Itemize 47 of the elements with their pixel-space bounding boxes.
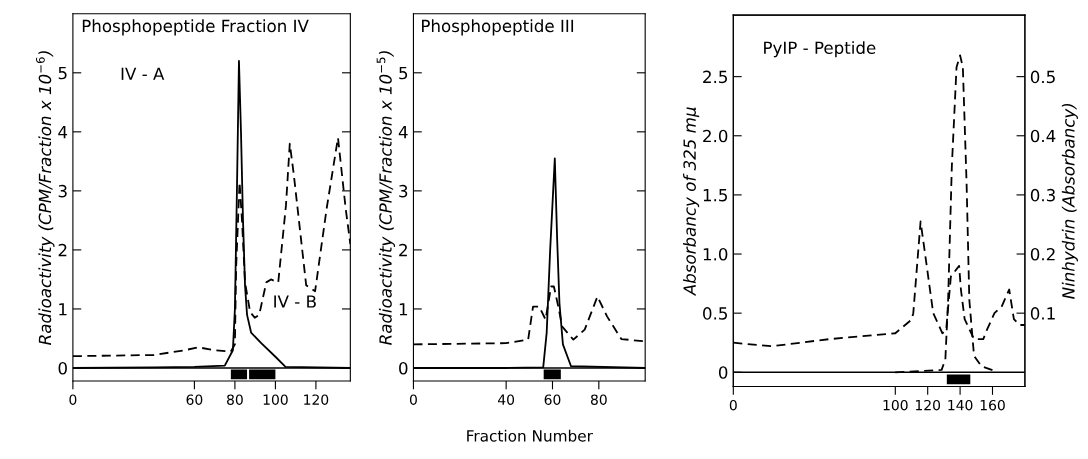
y-tick-label: 0.5 bbox=[703, 307, 727, 320]
x-tick-label: 80 bbox=[227, 394, 243, 405]
x-tick-label: 140 bbox=[948, 399, 973, 411]
x-tick-label: 100 bbox=[263, 394, 288, 405]
y-tick-label: 4 bbox=[58, 126, 68, 139]
text: PyIP - Peptide bbox=[764, 41, 876, 58]
y2-tick-label: 0.5 bbox=[1030, 70, 1055, 84]
x-tick-label: 120 bbox=[915, 399, 941, 411]
y-tick-label: 5 bbox=[399, 66, 408, 80]
y-tick-label: 1.0 bbox=[703, 247, 728, 261]
y2-tick-label: 0.1 bbox=[1030, 307, 1055, 320]
y-tick-label: 0 bbox=[58, 361, 67, 375]
chart-title: Phosphopeptide III bbox=[422, 19, 574, 36]
y-axis-title: Radioactivity (CPM/Fraction x 10$^{−6}$) bbox=[35, 51, 55, 345]
x-tick-label: 60 bbox=[544, 394, 561, 405]
annotation: IV - A bbox=[121, 67, 165, 80]
x-tick-label: 100 bbox=[883, 399, 908, 411]
y-tick-label: 0 bbox=[399, 361, 408, 375]
y-tick-label: 0 bbox=[718, 366, 728, 379]
x-tick-label: 160 bbox=[980, 399, 1005, 411]
x-tick-label: 40 bbox=[497, 394, 515, 405]
x-tick-label: 80 bbox=[590, 394, 607, 405]
y-tick-label: 2.0 bbox=[703, 129, 728, 143]
y2-tick-label: 0.2 bbox=[1030, 247, 1055, 261]
y-axis-title: Radioactivity (CPM/Fraction x 10$^{−5}$) bbox=[376, 51, 396, 345]
x-tick-label: 0 bbox=[729, 399, 737, 411]
y-tick-label: 3 bbox=[399, 184, 408, 198]
annotation: IV - B bbox=[274, 295, 316, 308]
y2-tick-label: 0.3 bbox=[1030, 188, 1055, 202]
chart-title: Phosphopeptide Fraction IV bbox=[82, 19, 309, 36]
x-tick-label: 120 bbox=[304, 394, 329, 405]
y-tick-label: 4 bbox=[398, 126, 408, 139]
y-tick-label: 2 bbox=[58, 243, 67, 257]
y-tick-label: 2 bbox=[399, 243, 407, 257]
x-tick-label: 0 bbox=[69, 394, 77, 405]
y-axis-title: Absorbancy of 325 mμ bbox=[683, 107, 700, 297]
y-tick-label: 1 bbox=[399, 303, 408, 316]
y-tick-label: 2.5 bbox=[703, 70, 727, 84]
y-tick-label: 3 bbox=[58, 184, 67, 198]
y2-axis-title: Ninhydrin (Absorbancy) bbox=[1061, 103, 1078, 299]
y-tick-label: 1.5 bbox=[703, 189, 727, 202]
x-tick-label: 60 bbox=[186, 394, 203, 405]
x-tick-label: 0 bbox=[409, 394, 417, 405]
y-tick-label: 5 bbox=[58, 66, 67, 80]
y-tick-label: 1 bbox=[59, 303, 67, 316]
y2-tick-label: 0.4 bbox=[1030, 129, 1056, 143]
x-axis-title: Fraction Number bbox=[467, 429, 593, 442]
